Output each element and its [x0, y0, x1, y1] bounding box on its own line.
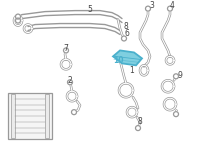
Text: 8: 8 — [138, 117, 142, 126]
Polygon shape — [113, 50, 142, 65]
Text: 9: 9 — [178, 71, 182, 80]
Text: 1: 1 — [130, 66, 134, 75]
Circle shape — [16, 18, 21, 23]
Circle shape — [72, 110, 76, 115]
Circle shape — [68, 80, 72, 85]
Text: 2: 2 — [68, 76, 72, 85]
Circle shape — [146, 6, 151, 11]
Text: 6: 6 — [125, 29, 129, 38]
Text: 10: 10 — [113, 56, 123, 65]
Circle shape — [64, 48, 68, 53]
Circle shape — [174, 74, 179, 79]
Circle shape — [168, 6, 172, 11]
Text: 8: 8 — [124, 22, 128, 31]
Bar — [8, 93, 52, 139]
Circle shape — [122, 36, 127, 41]
Circle shape — [174, 112, 179, 117]
Circle shape — [136, 126, 140, 131]
Bar — [45, 94, 49, 138]
Text: 3: 3 — [150, 1, 154, 10]
Bar — [11, 94, 15, 138]
Circle shape — [16, 14, 21, 19]
Text: 7: 7 — [64, 44, 68, 53]
Text: 4: 4 — [170, 1, 174, 10]
Text: 5: 5 — [88, 5, 92, 14]
